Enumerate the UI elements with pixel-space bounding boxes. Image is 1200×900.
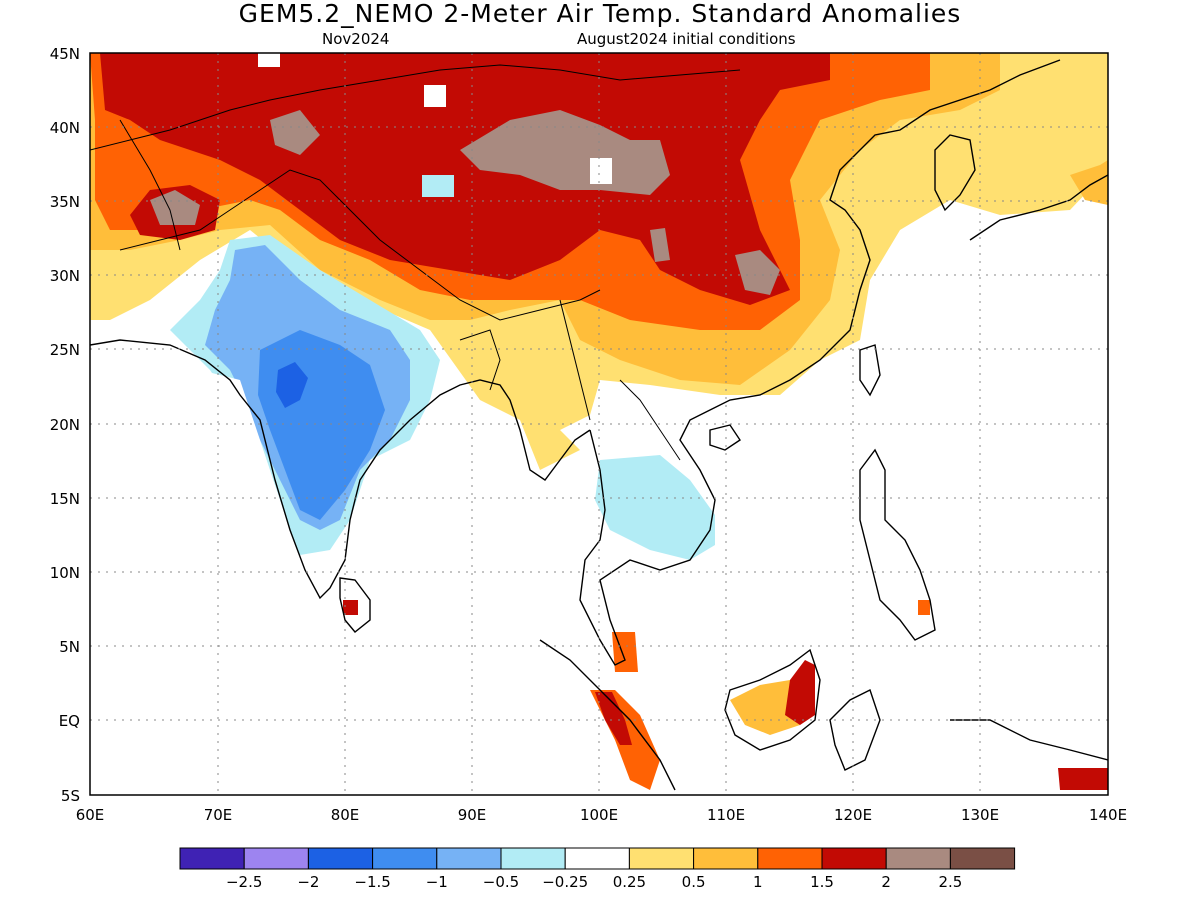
lon-tick-label: 90E xyxy=(458,806,487,824)
colorbar-swatch xyxy=(307,847,374,870)
anomaly-region-neutral-south-india xyxy=(200,370,360,650)
colorbar: −2.5 −2 −1.5 −1 −0.5 −0.25 0.25 0.5 1 1.5 2 2.5 xyxy=(179,847,1016,891)
lon-tick-label: 140E xyxy=(1089,806,1127,824)
colorbar-label: −0.5 xyxy=(483,873,519,891)
forecast-month: Nov2024 xyxy=(322,30,390,48)
lat-tick-label: 30N xyxy=(50,267,80,285)
lon-tick-label: 60E xyxy=(76,806,105,824)
missing-data-cell xyxy=(424,85,446,107)
lat-tick-label: 25N xyxy=(50,341,80,359)
colorbar-label: 1 xyxy=(753,873,763,891)
colorbar-swatch xyxy=(885,847,951,870)
colorbar-swatch xyxy=(693,847,759,870)
anomaly-region-hot-newguinea xyxy=(1058,768,1108,790)
anomaly-region-brown-2 xyxy=(150,190,200,225)
latitude-axis: 45N 40N 35N 30N 25N 20N 15N 10N 5N EQ 5S xyxy=(50,45,80,805)
colorbar-label: −1.5 xyxy=(354,873,390,891)
colorbar-swatch xyxy=(821,847,887,870)
anomaly-region-warm-philippines xyxy=(918,600,930,615)
missing-data-cell xyxy=(258,53,280,67)
anomaly-region-hot-borneo xyxy=(785,660,815,725)
lat-tick-label: 40N xyxy=(50,119,80,137)
missing-data-cell xyxy=(590,158,612,184)
initial-conditions: August2024 initial conditions xyxy=(577,30,796,48)
graticule xyxy=(90,53,1108,795)
country-borders xyxy=(90,64,741,461)
lat-tick-label: 15N xyxy=(50,490,80,508)
anomaly-field xyxy=(90,53,1108,795)
lat-tick-label: EQ xyxy=(59,712,80,730)
anomaly-region-brown-5 xyxy=(650,228,670,262)
anomaly-region-hot-sumatra xyxy=(595,692,632,745)
lon-tick-label: 100E xyxy=(580,806,618,824)
colorbar-swatch xyxy=(436,847,502,870)
cool-data-cell xyxy=(422,175,454,197)
colorbar-swatch xyxy=(179,847,245,870)
longitude-axis: 60E 70E 80E 90E 100E 110E 120E 130E 140E xyxy=(76,806,1127,824)
lat-tick-label: 20N xyxy=(50,416,80,434)
colorbar-label: 2 xyxy=(881,873,891,891)
anomaly-region-brown-1 xyxy=(460,110,670,195)
colorbar-swatch xyxy=(372,847,438,870)
map-frame xyxy=(89,52,1109,796)
lat-tick-label: 5N xyxy=(59,638,80,656)
colorbar-swatch xyxy=(564,847,630,870)
lon-tick-label: 80E xyxy=(331,806,360,824)
anomaly-region-brown-3 xyxy=(270,110,320,155)
colorbar-label: −2 xyxy=(297,873,319,891)
colorbar-label: 0.25 xyxy=(613,873,646,891)
lat-tick-label: 5S xyxy=(61,787,80,805)
lat-tick-label: 35N xyxy=(50,193,80,211)
anomaly-region-warm-japan xyxy=(1070,160,1108,205)
lon-tick-label: 70E xyxy=(204,806,233,824)
anomaly-region-cool-indochina xyxy=(595,455,715,560)
lat-tick-label: 45N xyxy=(50,45,80,63)
lon-tick-label: 130E xyxy=(961,806,999,824)
lat-tick-label: 10N xyxy=(50,564,80,582)
anomaly-region-hot-srilanka xyxy=(343,600,358,615)
coastlines xyxy=(90,59,1108,791)
lon-tick-label: 120E xyxy=(834,806,872,824)
anomaly-region-neutral-indochina xyxy=(560,395,740,460)
colorbar-swatch xyxy=(628,847,695,870)
colorbar-swatch xyxy=(500,847,566,870)
colorbar-label: −2.5 xyxy=(226,873,262,891)
lon-tick-label: 110E xyxy=(707,806,745,824)
colorbar-label: 2.5 xyxy=(938,873,962,891)
anomaly-region-warm-malaya xyxy=(612,632,638,672)
colorbar-label: −0.25 xyxy=(542,873,588,891)
colorbar-swatch xyxy=(949,847,1016,870)
map-title: GEM5.2_NEMO 2-Meter Air Temp. Standard A… xyxy=(238,0,962,28)
anomaly-region-brown-4 xyxy=(735,250,780,295)
colorbar-label: 1.5 xyxy=(810,873,834,891)
colorbar-label: −1 xyxy=(426,873,448,891)
colorbar-swatch xyxy=(243,847,309,870)
colorbar-label: 0.5 xyxy=(682,873,706,891)
colorbar-swatch xyxy=(757,847,823,870)
anomaly-region-cool-strongest xyxy=(276,362,308,408)
